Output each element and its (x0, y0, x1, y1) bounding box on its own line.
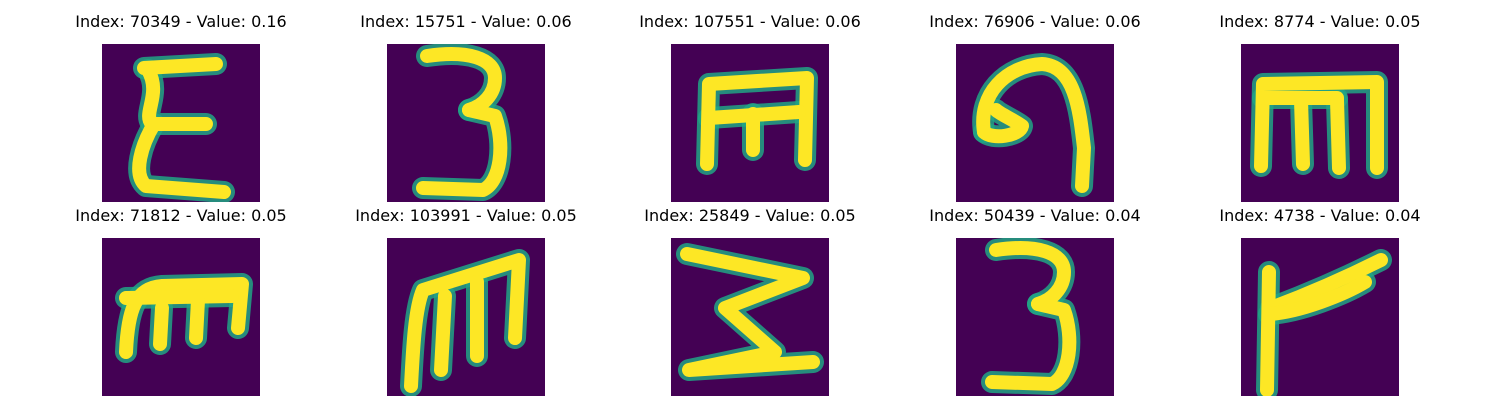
sample-image (671, 44, 829, 202)
glyph-stroke (137, 57, 223, 75)
glyph-stroke (132, 117, 231, 199)
glyph-stroke (434, 289, 452, 377)
glyph-stroke (119, 289, 239, 305)
glyph-stroke (416, 103, 508, 197)
sample-tile: Index: 8774 - Value: 0.05 (1175, 11, 1465, 202)
sample-tile: Index: 103991 - Value: 0.05 (321, 205, 611, 396)
curled-hook-glyph-image (956, 44, 1114, 202)
r-glyph-image (1241, 238, 1399, 396)
tile-title: Index: 107551 - Value: 0.06 (639, 12, 861, 31)
three-glyph-image (956, 238, 1114, 396)
sigma-like-e-glyph-image (102, 44, 260, 202)
tile-title: Index: 4738 - Value: 0.04 (1219, 206, 1421, 225)
sample-image (1241, 44, 1399, 202)
sample-tile: Index: 25849 - Value: 0.05 (605, 205, 895, 396)
glyph-stroke (1262, 275, 1372, 321)
glyph-stroke (977, 103, 1029, 144)
glyph-stroke (1330, 93, 1346, 175)
sample-tile: Index: 71812 - Value: 0.05 (36, 205, 326, 396)
sample-tile: Index: 70349 - Value: 0.16 (36, 11, 326, 202)
image-background (956, 238, 1114, 396)
tile-title: Index: 50439 - Value: 0.04 (929, 206, 1141, 225)
sample-image (956, 44, 1114, 202)
sample-image (387, 238, 545, 396)
glyph-stroke (189, 293, 205, 345)
sample-tile: Index: 76906 - Value: 0.06 (890, 11, 1180, 202)
rotated-w-glyph-image (671, 238, 829, 396)
sample-image (102, 238, 260, 396)
tile-title: Index: 71812 - Value: 0.05 (75, 206, 287, 225)
cursive-m-glyph-image (102, 238, 260, 396)
tile-title: Index: 103991 - Value: 0.05 (355, 206, 577, 225)
rotated-m-glyph-image (671, 44, 829, 202)
glyph-stroke (1264, 253, 1388, 315)
sample-image (102, 44, 260, 202)
tile-title: Index: 70349 - Value: 0.16 (75, 12, 287, 31)
glyph-stroke (1254, 75, 1384, 175)
m-with-bar-glyph-image (1241, 44, 1399, 202)
glyph-stroke (153, 301, 169, 351)
sample-image (671, 238, 829, 396)
m-glyph-image (387, 238, 545, 396)
tile-title: Index: 8774 - Value: 0.05 (1219, 12, 1421, 31)
glyph-stroke (404, 253, 526, 393)
glyph-stroke (976, 57, 1091, 193)
sample-tile: Index: 4738 - Value: 0.04 (1175, 205, 1465, 396)
sample-tile: Index: 15751 - Value: 0.06 (321, 11, 611, 202)
image-background (387, 44, 545, 202)
glyph-stroke (1294, 93, 1310, 171)
tile-title: Index: 25849 - Value: 0.05 (644, 206, 856, 225)
tile-title: Index: 76906 - Value: 0.06 (929, 12, 1141, 31)
sample-image (387, 44, 545, 202)
glyph-stroke (989, 241, 1071, 311)
three-glyph-image (387, 44, 545, 202)
tile-title: Index: 15751 - Value: 0.06 (360, 12, 572, 31)
sample-tile: Index: 107551 - Value: 0.06 (605, 11, 895, 202)
sample-tile: Index: 50439 - Value: 0.04 (890, 205, 1180, 396)
sample-image (956, 238, 1114, 396)
sample-image (1241, 238, 1399, 396)
glyph-stroke (680, 247, 820, 377)
glyph-stroke (420, 47, 502, 117)
glyph-stroke (985, 297, 1077, 391)
glyph-stroke (1260, 265, 1276, 396)
